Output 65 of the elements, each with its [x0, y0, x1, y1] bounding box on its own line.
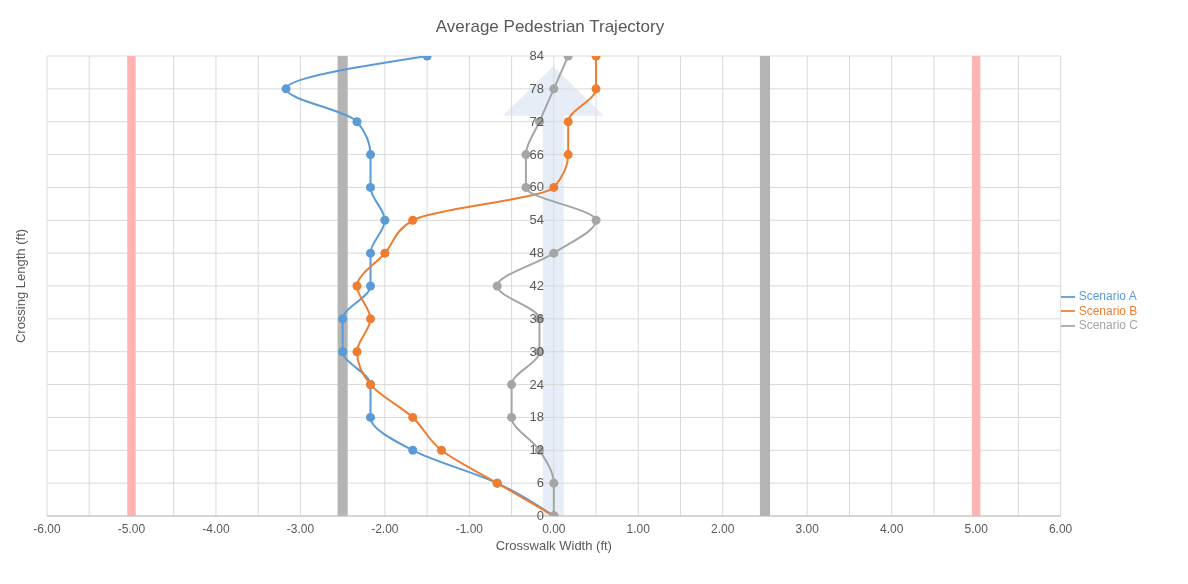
point	[380, 215, 390, 225]
x-tick-label: 2.00	[711, 521, 735, 536]
point	[281, 84, 291, 94]
point	[492, 281, 502, 291]
x-tick-label: -4.00	[202, 521, 230, 536]
point	[507, 412, 517, 422]
point	[549, 478, 559, 488]
y-tick-label: 6	[536, 475, 544, 491]
x-tick-label: -1.00	[455, 521, 484, 536]
point	[366, 150, 376, 160]
y-tick-label: 42	[529, 278, 544, 293]
y-tick-label: 0	[536, 508, 544, 523]
x-tick-label: -6.00	[33, 521, 61, 536]
x-tick-label: -3.00	[286, 521, 315, 536]
y-tick-label: 60	[529, 179, 544, 195]
x-tick-label: 4.00	[880, 521, 904, 536]
point	[563, 150, 573, 160]
point	[436, 445, 446, 455]
point	[366, 314, 376, 324]
x-axis-title: Crosswalk Width (ft)	[495, 538, 612, 553]
point	[591, 215, 601, 225]
y-axis-title: Crossing Length (ft)	[12, 228, 28, 344]
y-tick-label: 78	[529, 80, 544, 96]
point	[507, 380, 517, 390]
chart-title: Average Pedestrian Trajectory	[434, 16, 666, 38]
point	[338, 347, 348, 357]
legend-label: Scenario B	[1078, 303, 1138, 318]
point	[549, 84, 559, 94]
point	[366, 182, 376, 192]
point	[408, 412, 418, 422]
point	[591, 84, 601, 94]
point	[563, 117, 573, 127]
point	[549, 248, 559, 258]
y-tick-label: 48	[529, 245, 544, 261]
legend-label: Scenario A	[1078, 288, 1137, 303]
x-tick-label: 6.00	[1048, 521, 1073, 536]
y-tick-label: 12	[529, 442, 544, 458]
y-tick-label: 18	[529, 409, 544, 425]
point	[338, 314, 348, 324]
point	[352, 347, 362, 357]
point	[380, 248, 390, 258]
y-tick-label: 84	[529, 48, 544, 63]
x-tick-label: 0.00	[542, 521, 566, 536]
x-tick-label: 3.00	[795, 521, 820, 536]
y-tick-label: 36	[529, 310, 544, 326]
point	[549, 182, 559, 192]
point	[366, 281, 376, 291]
point	[352, 117, 362, 127]
point	[408, 445, 418, 455]
x-tick-label: 5.00	[964, 521, 989, 536]
point	[352, 281, 362, 291]
y-tick-label: 66	[529, 146, 544, 162]
point	[366, 412, 376, 422]
point	[366, 248, 376, 258]
y-tick-label: 30	[529, 343, 544, 359]
y-tick-label: 54	[529, 212, 544, 228]
x-tick-label: 1.00	[626, 521, 651, 536]
point	[521, 182, 531, 192]
point	[521, 150, 531, 160]
x-tick-label: -5.00	[117, 521, 146, 536]
point	[408, 215, 418, 225]
legend-label: Scenario C	[1078, 318, 1138, 333]
y-tick-label: 24	[529, 376, 544, 392]
x-tick-label: -2.00	[371, 521, 399, 536]
y-tick-label: 72	[529, 113, 544, 129]
